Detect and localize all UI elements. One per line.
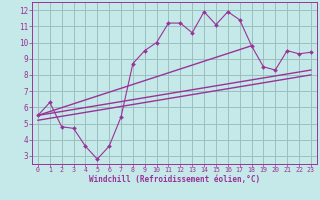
X-axis label: Windchill (Refroidissement éolien,°C): Windchill (Refroidissement éolien,°C) <box>89 175 260 184</box>
